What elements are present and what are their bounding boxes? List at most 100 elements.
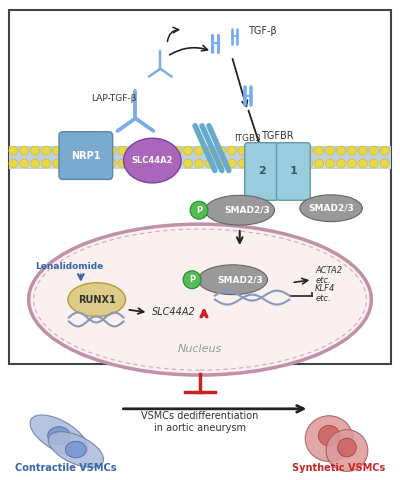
Circle shape xyxy=(9,146,18,155)
Text: Lenalidomide: Lenalidomide xyxy=(35,262,103,271)
Circle shape xyxy=(20,146,29,155)
Circle shape xyxy=(326,159,334,168)
Circle shape xyxy=(85,146,94,155)
Circle shape xyxy=(9,159,18,168)
Text: VSMCs dedifferentiation
in aortic aneurysm: VSMCs dedifferentiation in aortic aneury… xyxy=(141,411,259,432)
Circle shape xyxy=(173,159,182,168)
Text: TGF-β: TGF-β xyxy=(248,26,276,36)
Ellipse shape xyxy=(48,432,104,468)
Circle shape xyxy=(31,146,40,155)
Bar xyxy=(9,145,391,168)
Circle shape xyxy=(64,146,72,155)
Circle shape xyxy=(315,146,324,155)
Circle shape xyxy=(140,146,149,155)
Circle shape xyxy=(380,146,389,155)
Circle shape xyxy=(74,159,83,168)
Ellipse shape xyxy=(305,416,353,461)
Circle shape xyxy=(31,159,40,168)
Circle shape xyxy=(216,146,225,155)
FancyBboxPatch shape xyxy=(245,143,278,200)
Circle shape xyxy=(249,159,258,168)
Circle shape xyxy=(162,146,171,155)
Circle shape xyxy=(315,159,324,168)
Bar xyxy=(9,145,391,163)
Circle shape xyxy=(271,159,280,168)
Circle shape xyxy=(20,159,29,168)
Text: KLF4
etc.: KLF4 etc. xyxy=(315,284,336,303)
Circle shape xyxy=(74,146,83,155)
Bar xyxy=(9,10,391,364)
FancyBboxPatch shape xyxy=(59,132,113,180)
Ellipse shape xyxy=(68,283,126,316)
Circle shape xyxy=(326,146,334,155)
Circle shape xyxy=(118,159,127,168)
Circle shape xyxy=(194,146,204,155)
Circle shape xyxy=(42,159,50,168)
Circle shape xyxy=(358,146,367,155)
Circle shape xyxy=(336,146,346,155)
Ellipse shape xyxy=(48,427,70,444)
Circle shape xyxy=(260,159,269,168)
Circle shape xyxy=(336,159,346,168)
Circle shape xyxy=(129,159,138,168)
Circle shape xyxy=(52,146,62,155)
Ellipse shape xyxy=(66,441,86,458)
Text: NRP1: NRP1 xyxy=(71,151,100,161)
Circle shape xyxy=(282,146,291,155)
Circle shape xyxy=(107,159,116,168)
Text: SMAD2/3: SMAD2/3 xyxy=(308,204,354,213)
Ellipse shape xyxy=(205,195,274,225)
Circle shape xyxy=(206,159,214,168)
Circle shape xyxy=(42,146,50,155)
Ellipse shape xyxy=(29,224,371,375)
Circle shape xyxy=(190,201,208,219)
Circle shape xyxy=(358,159,367,168)
Circle shape xyxy=(293,159,302,168)
Ellipse shape xyxy=(198,265,268,295)
Circle shape xyxy=(85,159,94,168)
Circle shape xyxy=(96,159,105,168)
Text: ACTA2
etc.: ACTA2 etc. xyxy=(315,266,342,286)
Circle shape xyxy=(184,146,192,155)
Circle shape xyxy=(162,159,171,168)
FancyBboxPatch shape xyxy=(276,143,310,200)
Circle shape xyxy=(380,159,389,168)
Circle shape xyxy=(96,146,105,155)
Text: ITGB3: ITGB3 xyxy=(234,134,261,143)
Circle shape xyxy=(194,159,204,168)
Circle shape xyxy=(151,146,160,155)
Circle shape xyxy=(293,146,302,155)
Circle shape xyxy=(173,146,182,155)
Text: Contractile VSMCs: Contractile VSMCs xyxy=(15,463,117,473)
Circle shape xyxy=(64,159,72,168)
Text: P: P xyxy=(189,275,195,284)
Circle shape xyxy=(107,146,116,155)
Circle shape xyxy=(369,146,378,155)
Text: SMAD2/3: SMAD2/3 xyxy=(225,206,270,215)
Circle shape xyxy=(348,159,356,168)
Text: TGFBR: TGFBR xyxy=(261,131,294,141)
Text: LAP-TGF-β: LAP-TGF-β xyxy=(91,95,136,104)
Circle shape xyxy=(369,159,378,168)
Circle shape xyxy=(282,159,291,168)
Ellipse shape xyxy=(318,425,340,446)
Circle shape xyxy=(227,159,236,168)
Circle shape xyxy=(184,159,192,168)
Circle shape xyxy=(348,146,356,155)
Text: Synthetic VSMCs: Synthetic VSMCs xyxy=(292,463,386,473)
Ellipse shape xyxy=(326,430,368,471)
Circle shape xyxy=(140,159,149,168)
Circle shape xyxy=(271,146,280,155)
Circle shape xyxy=(304,146,313,155)
Ellipse shape xyxy=(300,195,362,222)
Circle shape xyxy=(227,146,236,155)
Circle shape xyxy=(118,146,127,155)
Ellipse shape xyxy=(30,415,88,456)
Ellipse shape xyxy=(124,138,181,183)
Circle shape xyxy=(260,146,269,155)
Circle shape xyxy=(129,146,138,155)
Ellipse shape xyxy=(338,438,356,457)
Circle shape xyxy=(183,271,201,288)
Circle shape xyxy=(304,159,313,168)
Text: SMAD2/3: SMAD2/3 xyxy=(218,275,264,284)
